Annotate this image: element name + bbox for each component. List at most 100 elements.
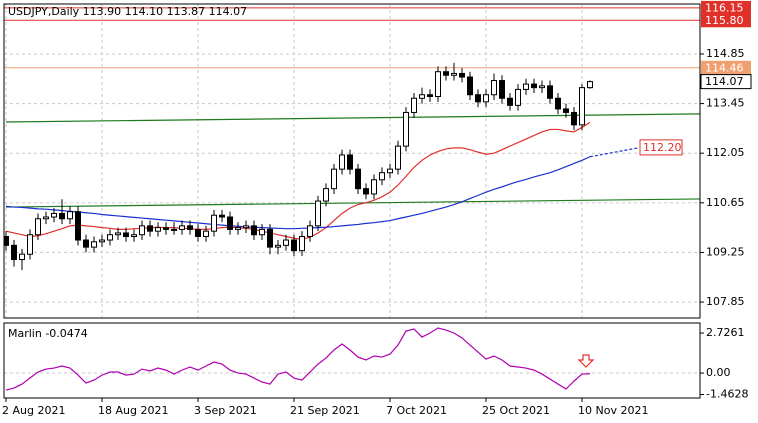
candle-body: [347, 154, 353, 170]
candle-body: [91, 241, 97, 248]
candle-body: [483, 94, 489, 103]
forecast-label-box: [639, 139, 683, 156]
candle-body: [307, 225, 313, 237]
candle-body: [67, 211, 73, 220]
candle-body: [579, 87, 585, 126]
candle-body: [147, 225, 153, 232]
candle-body: [571, 111, 577, 126]
x-tick-label: 18 Aug 2021: [98, 404, 168, 417]
candle-body: [75, 211, 81, 241]
candle-body: [419, 94, 425, 99]
indicator-tick-label: 2.7261: [706, 326, 745, 339]
candle-body: [211, 214, 217, 232]
indicator-line: [5, 327, 591, 391]
candle-body: [355, 168, 361, 190]
x-tick-label: 21 Sep 2021: [290, 404, 360, 417]
last-price-label: 114.07: [705, 75, 744, 88]
candle-body: [275, 244, 281, 248]
candle-body: [299, 235, 305, 252]
candle-body: [59, 212, 65, 220]
indicator-frame: [3, 322, 701, 399]
candle-body: [443, 71, 449, 76]
trendline: [5, 198, 700, 208]
y-tick-label: 110.65: [706, 196, 745, 209]
candle-body: [283, 239, 289, 246]
candle-body: [163, 227, 169, 230]
indicator-tick-label: 0.00: [706, 366, 731, 379]
candle-body: [339, 154, 345, 170]
candle-body: [187, 225, 193, 230]
candle-body: [243, 225, 249, 229]
x-tick-label: 25 Oct 2021: [482, 404, 550, 417]
candle-body: [235, 227, 241, 230]
level-label-box: [701, 60, 751, 75]
candle-body: [427, 94, 433, 97]
candle-body: [35, 218, 41, 236]
candle-body: [555, 97, 561, 110]
indicator-panel: [4, 327, 700, 391]
trendline: [5, 113, 700, 123]
candle-body: [507, 97, 513, 106]
candle-body: [139, 225, 145, 236]
candle-body: [155, 227, 161, 232]
moving-average: [5, 156, 591, 230]
candle-body: [531, 83, 537, 89]
x-tick-label: 7 Oct 2021: [386, 404, 447, 417]
candle-body: [411, 97, 417, 113]
candle-body: [475, 94, 481, 103]
candle-body: [563, 108, 569, 113]
candle-body: [499, 80, 505, 99]
candle-body: [43, 216, 49, 220]
candle-body: [51, 212, 57, 218]
candle-body: [363, 188, 369, 195]
candle-body: [291, 239, 297, 252]
candle-body: [371, 179, 377, 195]
x-tick-label: 10 Nov 2021: [578, 404, 648, 417]
y-tick-label: 112.05: [706, 146, 745, 159]
candle-body: [379, 172, 385, 181]
candle-body: [539, 85, 545, 89]
candle-body: [587, 81, 593, 89]
candle-body: [467, 76, 473, 96]
candle-body: [323, 188, 329, 202]
candle-body: [331, 168, 337, 190]
candle-body: [227, 216, 233, 230]
y-tick-label: 109.25: [706, 245, 745, 258]
forecast-label: 112.20: [643, 141, 682, 154]
candle-body: [83, 239, 89, 248]
candle-body: [203, 230, 209, 237]
candle-body: [4, 235, 9, 246]
level-label: 116.15: [705, 1, 744, 14]
candle-body: [179, 225, 185, 230]
candle-body: [491, 80, 497, 96]
candle-body: [123, 232, 129, 237]
moving-average: [5, 121, 591, 240]
y-tick-label: 107.85: [706, 295, 745, 308]
level-label-box: [701, 0, 751, 15]
candle-body: [395, 145, 401, 170]
y-tick-label: 114.85: [706, 47, 745, 60]
candle-body: [11, 244, 17, 261]
candle-body: [259, 228, 265, 236]
candle-body: [435, 71, 441, 97]
candle-body: [251, 225, 257, 236]
y-tick-label: 113.45: [706, 97, 745, 110]
candle-body: [107, 234, 113, 241]
last-price-box: [700, 74, 752, 90]
x-tick-label: 2 Aug 2021: [2, 404, 65, 417]
indicator-tick-label: -1.4628: [706, 388, 748, 401]
level-label: 114.46: [705, 61, 744, 74]
candle-body: [267, 228, 273, 248]
x-tick-label: 3 Sep 2021: [194, 404, 257, 417]
candle-body: [219, 214, 225, 218]
candle-body: [459, 72, 465, 78]
candle-body: [403, 111, 409, 147]
main-panel: [4, 4, 700, 318]
chart-title: USDJPY,Daily 113.90 114.10 113.87 114.07: [8, 5, 247, 18]
level-label-box: [701, 13, 751, 28]
signal-arrow: [577, 354, 595, 368]
main-frame: [3, 3, 701, 319]
